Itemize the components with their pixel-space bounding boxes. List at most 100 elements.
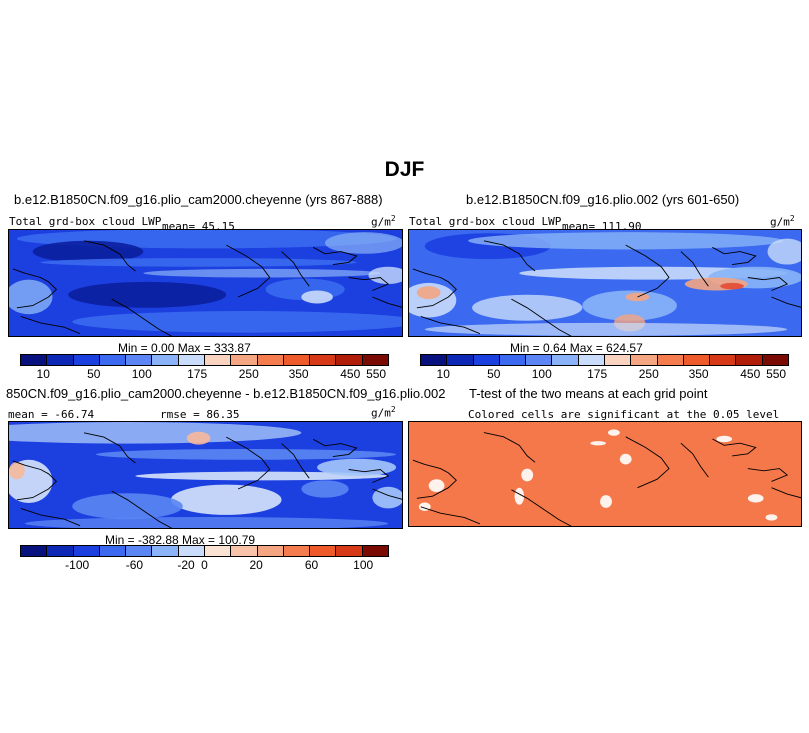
panel-2-title: b.e12.B1850CN.f09_g16.plio.002 (yrs 601-… (466, 192, 740, 207)
colorbar-tick-label: 50 (487, 367, 501, 381)
map-contour-region (607, 429, 620, 436)
colorbar-swatch (762, 355, 788, 365)
colorbar-swatch (552, 355, 579, 365)
map-contour-region (186, 431, 211, 445)
map-contour-region (424, 322, 788, 336)
map-contour-region (317, 458, 397, 476)
map-contour-region (72, 311, 402, 333)
map-contour-region (368, 266, 402, 284)
colorbar-swatch (473, 355, 500, 365)
figure-title: DJF (384, 158, 425, 181)
colorbar-tick-label: 50 (87, 367, 101, 381)
map-contour-region (170, 484, 282, 515)
colorbar-swatch (126, 546, 153, 556)
map-contour-region (521, 468, 534, 482)
coastline (83, 240, 136, 272)
panel-1-minmax: Min = 0.00 Max = 333.87 (118, 341, 251, 355)
colorbar-2 (420, 354, 789, 366)
coastline (412, 459, 457, 499)
panel-1-map-svg (9, 230, 402, 336)
coastline (712, 438, 757, 457)
map-contour-region (301, 480, 349, 498)
map-contour-region (32, 240, 144, 263)
coastline (372, 488, 402, 500)
panel-3-title: 850CN.f09_g16.plio_cam2000.cheyenne - b.… (6, 386, 446, 401)
colorbar-tick-label: 100 (531, 367, 552, 381)
colorbar-swatch (152, 546, 179, 556)
coastline (483, 432, 536, 463)
colorbar-swatch (21, 355, 48, 365)
coastline (771, 487, 801, 499)
colorbar-tick-label: 175 (187, 367, 208, 381)
colorbar-tick-label: 350 (688, 367, 709, 381)
panel-3-mean: mean = -66.74 (8, 408, 95, 421)
panel-3-units: g/m2 (371, 405, 396, 420)
colorbar-1-ticks: 10 50 100 175 250 350 450 550 (20, 367, 389, 381)
colorbar-tick-label: 550 (766, 367, 787, 381)
coastline (281, 443, 310, 479)
colorbar-3-ticks: -100 -60 -20 0 20 60 100 (20, 558, 389, 572)
colorbar-swatch (283, 355, 311, 365)
map-contour-region (468, 232, 784, 250)
coastline (712, 246, 757, 266)
map-contour-region (68, 281, 227, 308)
colorbar-tick-label: 20 (249, 558, 263, 572)
panel-2-variable: Total grd-box cloud LWP (409, 215, 562, 228)
colorbar-tick-label: -20 (177, 558, 195, 572)
colorbar-swatch (631, 355, 658, 365)
coastline (680, 442, 709, 478)
colorbar-tick-label: 60 (304, 558, 319, 572)
map-background (409, 422, 801, 526)
panel-3-rmse: rmse = 86.35 (160, 408, 240, 421)
map-contour-region (767, 238, 801, 265)
colorbar-tick-label: 350 (288, 367, 309, 381)
panel-4-map (408, 421, 802, 527)
coastline (412, 268, 457, 309)
colorbar-swatch (310, 355, 337, 365)
coastline (348, 277, 390, 291)
colorbar-swatch (47, 546, 74, 556)
colorbar-3 (20, 545, 389, 557)
colorbar-swatch (526, 355, 553, 365)
colorbar-swatch (73, 355, 100, 365)
colorbar-swatch (362, 355, 388, 365)
coastline (12, 460, 58, 501)
colorbar-tick-label: 250 (638, 367, 659, 381)
panel-1-variable: Total grd-box cloud LWP (9, 215, 162, 228)
panel-4-subtitle: Colored cells are significant at the 0.0… (468, 408, 780, 421)
map-contour-region (95, 449, 397, 460)
colorbar-swatch (362, 546, 388, 556)
map-contour-region (582, 290, 677, 321)
colorbar-swatch (99, 546, 127, 556)
panel-3-map (8, 421, 403, 529)
colorbar-tick-label: 550 (366, 367, 387, 381)
colorbar-swatch (421, 355, 448, 365)
map-contour-region (600, 495, 612, 508)
colorbar-swatch (710, 355, 737, 365)
map-contour-region (428, 479, 445, 492)
coastline (747, 468, 789, 482)
map-contour-region (143, 268, 381, 278)
colorbar-swatch (99, 355, 127, 365)
map-contour-region (590, 441, 606, 446)
map-contour-region (747, 494, 764, 503)
colorbar-swatch (447, 355, 474, 365)
map-contour-region (765, 514, 778, 521)
map-contour-region (514, 487, 525, 505)
colorbar-swatch (21, 546, 48, 556)
colorbar-swatch (336, 546, 363, 556)
panel-2-minmax: Min = 0.64 Max = 624.57 (510, 341, 643, 355)
coastline (348, 469, 390, 483)
colorbar-swatch (736, 355, 763, 365)
coastline (20, 315, 81, 335)
coastline (111, 298, 173, 336)
colorbar-tick-label: 100 (353, 558, 374, 572)
coastline (226, 244, 271, 298)
colorbar-swatch (178, 546, 205, 556)
panel-2-map-svg (409, 230, 801, 336)
colorbar-swatch (152, 355, 179, 365)
colorbar-swatch (204, 355, 232, 365)
panel-1-title: b.e12.B1850CN.f09_g16.plio_cam2000.cheye… (14, 192, 383, 207)
colorbar-swatch (257, 546, 284, 556)
panel-2-units: g/m2 (770, 214, 795, 229)
